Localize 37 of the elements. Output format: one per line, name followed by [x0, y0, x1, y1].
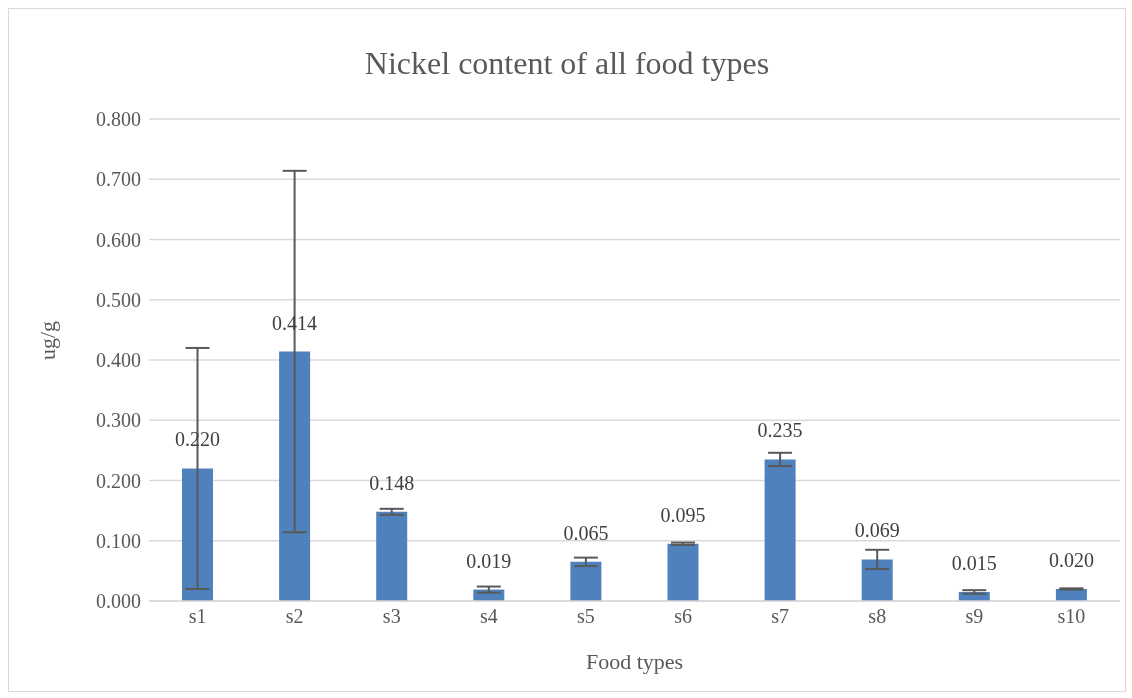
x-tick-label: s3 [382, 605, 401, 628]
x-tick-label: s9 [965, 605, 984, 628]
y-tick-label: 0.400 [96, 349, 141, 372]
y-tick-label: 0.700 [96, 168, 141, 191]
x-tick-label: s7 [771, 605, 790, 628]
data-label: 0.065 [563, 521, 609, 544]
y-tick-label: 0.200 [96, 469, 141, 492]
data-label: 0.069 [854, 519, 900, 542]
y-tick-label: 0.300 [96, 409, 141, 432]
bar [279, 351, 311, 601]
bar [861, 559, 893, 601]
y-tick-label: 0.500 [96, 288, 141, 311]
data-label: 0.015 [951, 551, 997, 574]
x-tick-label: s8 [868, 605, 887, 628]
bar [667, 543, 699, 601]
x-tick-label: s10 [1057, 605, 1086, 628]
y-tick-label: 0.800 [96, 108, 141, 131]
data-label: 0.148 [369, 471, 415, 494]
data-label: 0.020 [1048, 548, 1094, 571]
x-tick-label: s6 [674, 605, 692, 628]
y-tick-label: 0.600 [96, 228, 141, 251]
y-axis-title: ug/g [34, 320, 60, 360]
data-label: 0.095 [660, 503, 706, 526]
data-label: 0.019 [466, 549, 512, 572]
bar [376, 511, 408, 601]
bar [764, 459, 796, 601]
data-label: 0.235 [757, 419, 803, 442]
x-tick-label: s4 [479, 605, 498, 628]
x-axis-title: Food types [585, 649, 684, 674]
chart-title: Nickel content of all food types [363, 45, 771, 82]
y-tick-label: 0.100 [96, 529, 141, 552]
bar [182, 468, 213, 601]
y-tick-label: 0.000 [96, 590, 141, 613]
bar [570, 561, 602, 601]
x-tick-label: s2 [285, 605, 304, 628]
x-tick-label: s5 [577, 605, 595, 628]
x-tick-label: s1 [188, 605, 207, 628]
